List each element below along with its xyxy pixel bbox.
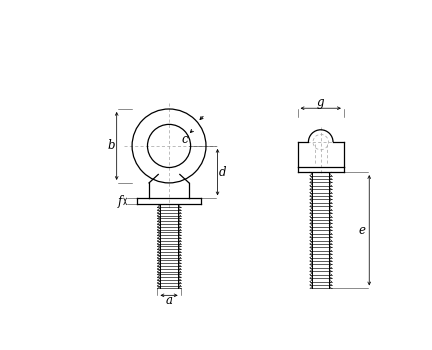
Text: d: d bbox=[219, 166, 227, 178]
Text: e: e bbox=[359, 224, 366, 237]
Text: a: a bbox=[165, 294, 172, 307]
Text: f: f bbox=[118, 195, 122, 208]
Text: g: g bbox=[317, 96, 324, 109]
Text: b: b bbox=[108, 139, 115, 153]
Text: c: c bbox=[181, 133, 188, 146]
